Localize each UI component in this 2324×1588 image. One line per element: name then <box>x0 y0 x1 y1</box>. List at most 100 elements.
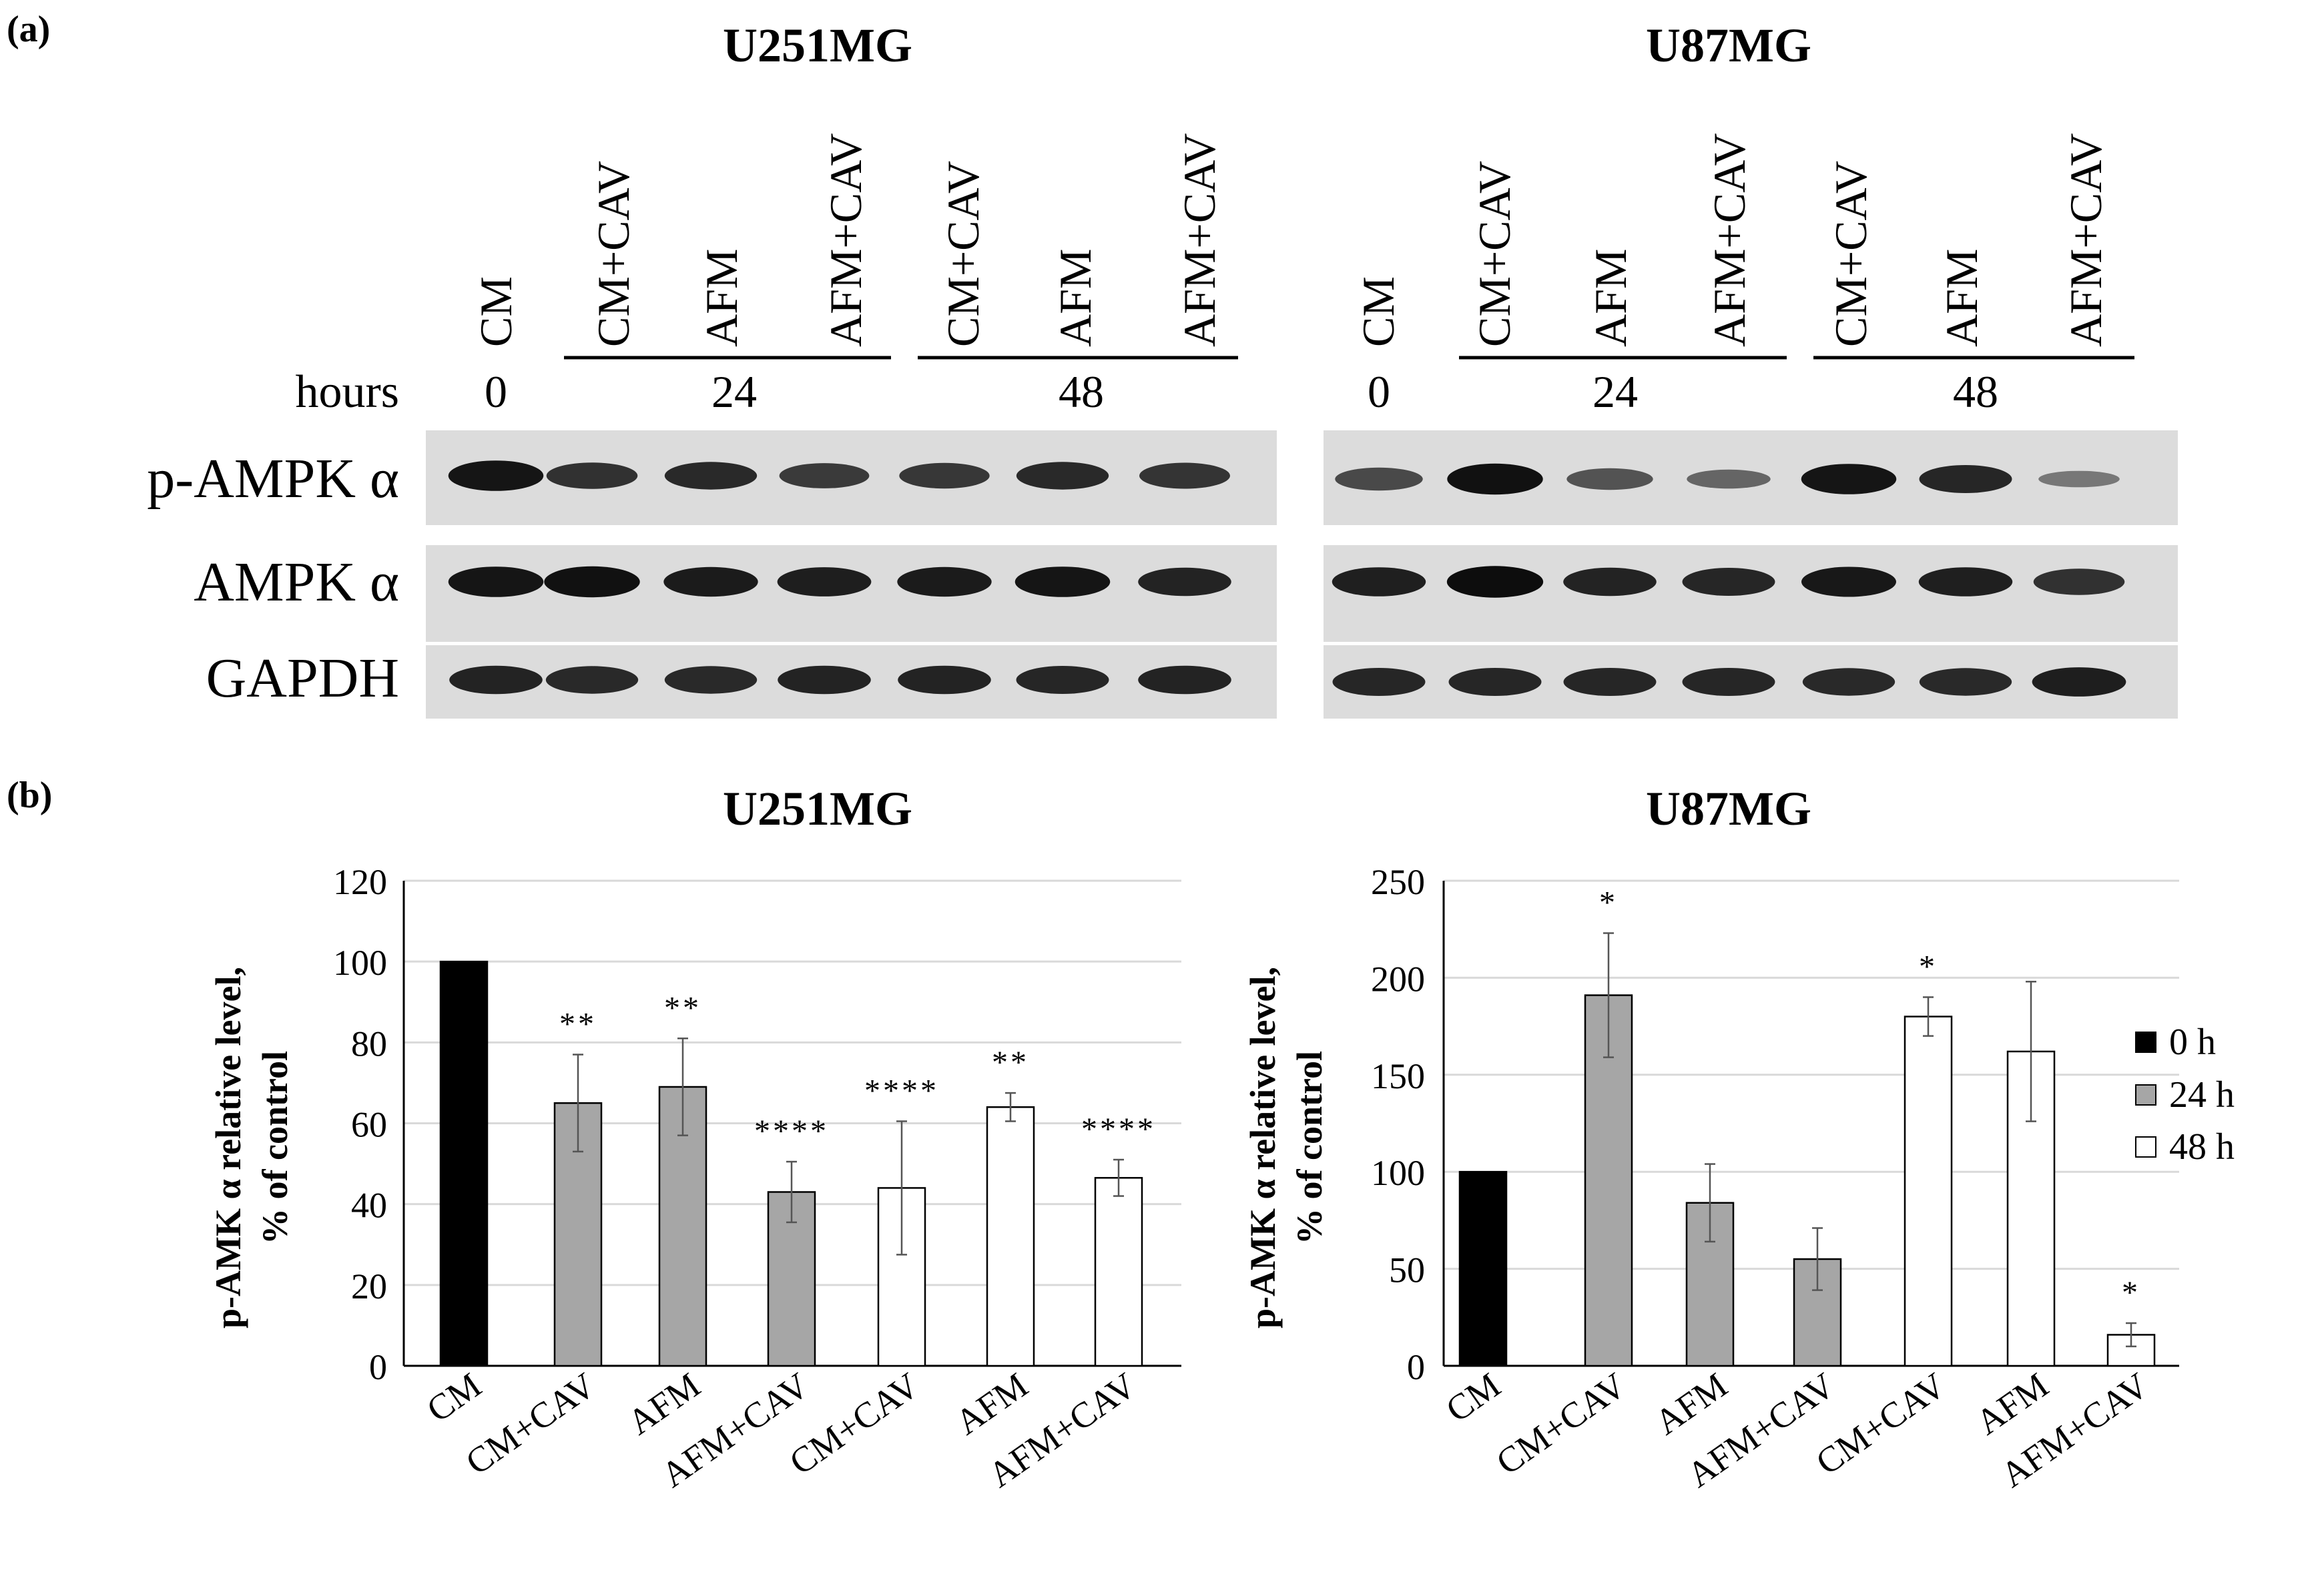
y-tick-label: 200 <box>1371 959 1425 999</box>
bar <box>1904 1016 1953 1367</box>
blot-band <box>1016 462 1109 490</box>
y-axis-title: % of control <box>1289 1051 1330 1244</box>
bar <box>1094 1177 1143 1367</box>
legend-label-48h: 48 h <box>2169 1126 2235 1168</box>
y-tick-label: 0 <box>1407 1347 1425 1387</box>
blot-band <box>1014 566 1111 597</box>
row-label-gapdh: GAPDH <box>206 647 399 709</box>
y-tick-label: 100 <box>1371 1153 1425 1193</box>
blot-lane-label: AFM+CAV <box>1174 133 1225 347</box>
blot-hour-0: 0 <box>485 366 507 417</box>
blot-band <box>898 665 991 695</box>
blot-band <box>664 462 758 490</box>
significance-mark: **** <box>864 1073 939 1108</box>
legend-label-24h: 24 h <box>2169 1074 2235 1116</box>
blot-band <box>1682 668 1775 696</box>
blot-band <box>1447 463 1543 495</box>
blot-u87mg: U87MG CM CM+CAV AFM AFM+CAV CM+CAV AFM A… <box>1324 19 2178 719</box>
bar <box>1458 1170 1508 1367</box>
y-tick-label: 50 <box>1389 1250 1425 1290</box>
blot-band <box>1563 668 1657 696</box>
blot-band <box>546 462 638 489</box>
chart-title: U251MG <box>723 782 912 835</box>
blot-band <box>1801 464 1897 494</box>
blot-band <box>1335 467 1423 491</box>
blot-band <box>1801 566 1896 597</box>
legend: 0 h 24 h 48 h <box>2135 1022 2235 1168</box>
significance-mark: * <box>2122 1275 2140 1310</box>
panel-a-western-blots: (a) p-AMPK α AMPK α GAPDH hours U251MG C… <box>7 9 2178 719</box>
blot-band <box>1446 566 1544 598</box>
blot-band <box>663 566 758 597</box>
blot-band <box>1919 668 2012 696</box>
y-tick-label: 250 <box>1371 862 1425 902</box>
blot-band <box>1918 567 2013 597</box>
blot-band <box>897 566 992 597</box>
blot-band <box>778 665 871 695</box>
blot-hour-48: 48 <box>1059 366 1104 417</box>
y-tick-label: 60 <box>351 1105 387 1145</box>
y-tick-label: 40 <box>351 1186 387 1226</box>
y-axis-title: p-AMK α relative level, <box>208 967 248 1328</box>
chart-title: U87MG <box>1646 782 1811 835</box>
blot-band <box>1687 469 1771 489</box>
y-tick-label: 0 <box>369 1347 387 1387</box>
y-tick-label: 80 <box>351 1024 387 1064</box>
bar-chart-u251mg: U251MG p-AMK α relative level, % of cont… <box>208 782 1181 1495</box>
blot-band <box>899 462 990 489</box>
hours-label: hours <box>295 366 399 418</box>
blot-band <box>664 666 758 694</box>
significance-mark: * <box>1919 949 1938 984</box>
y-tick-label: 20 <box>351 1266 387 1306</box>
blot-band <box>1563 567 1657 597</box>
blot-lane-label: AFM <box>1936 249 1987 347</box>
blot-band <box>544 566 640 598</box>
blot-hour-48: 48 <box>1953 366 1998 417</box>
blot-band <box>2033 568 2125 595</box>
significance-mark: * <box>1599 885 1618 921</box>
y-axis-title: % of control <box>255 1051 295 1244</box>
blot-band <box>1332 668 1426 696</box>
blot-band <box>1138 665 1231 695</box>
blot-band <box>1016 666 1109 694</box>
blot-lane-label: AFM+CAV <box>1704 133 1755 347</box>
panel-a-label: (a) <box>7 9 50 50</box>
legend-swatch-48h <box>2135 1136 2156 1158</box>
blot-lane-label: CM+CAV <box>588 161 639 347</box>
legend-label-0h: 0 h <box>2169 1022 2216 1063</box>
blot-lane-label: AFM <box>1585 249 1636 347</box>
blot-u251mg: U251MG CM CM+CAV AFM AFM+CAV CM+CAV AFM … <box>426 19 1277 719</box>
y-axis-title: p-AMK α relative level, <box>1243 967 1283 1328</box>
blot-band <box>1919 465 2012 493</box>
bar <box>658 1086 707 1367</box>
panel-b-label: (b) <box>7 775 52 816</box>
blot-title-u251mg: U251MG <box>723 19 912 72</box>
blot-lane-label: AFM <box>1050 249 1101 347</box>
blot-lane-label: AFM+CAV <box>820 133 871 347</box>
blot-band <box>448 460 544 491</box>
bar <box>439 960 489 1367</box>
blot-band <box>777 567 872 597</box>
y-tick-label: 150 <box>1371 1056 1425 1096</box>
y-tick-label: 100 <box>333 943 387 983</box>
blot-lane-label: CM+CAV <box>1825 161 1876 347</box>
y-tick-label: 120 <box>333 862 387 902</box>
blot-lane-label: AFM+CAV <box>2060 133 2111 347</box>
blot-lane-label: CM <box>1353 276 1404 347</box>
blot-lane-label: CM+CAV <box>1469 161 1520 347</box>
blot-band <box>2038 470 2120 488</box>
significance-mark: ** <box>559 1007 597 1042</box>
significance-mark: **** <box>754 1114 829 1149</box>
blot-hour-0: 0 <box>1368 366 1390 417</box>
blot-band <box>1448 668 1542 696</box>
blot-lane-label: AFM <box>696 249 747 347</box>
blot-lane-label: CM <box>471 276 521 347</box>
blot-hour-24: 24 <box>711 366 757 417</box>
blot-band <box>448 566 544 597</box>
blot-band <box>1138 567 1231 597</box>
row-label-p-ampk: p-AMPK α <box>147 448 399 510</box>
legend-swatch-24h <box>2135 1084 2156 1106</box>
significance-mark: ** <box>992 1045 1029 1080</box>
significance-mark: ** <box>664 990 701 1026</box>
